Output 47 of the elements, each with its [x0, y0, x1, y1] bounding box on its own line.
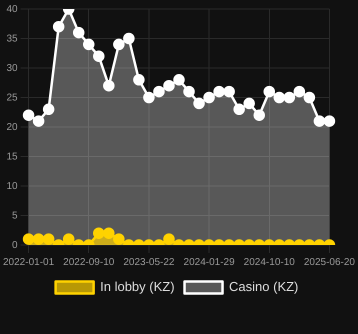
- x-tick-label: 2022-01-01: [3, 256, 55, 268]
- point: [42, 104, 54, 116]
- point: [324, 115, 336, 127]
- point: [123, 32, 135, 44]
- x-tick-label: 2023-05-22: [123, 256, 175, 268]
- x-tick-label: 2024-10-10: [244, 256, 296, 268]
- y-tick-label: 20: [6, 122, 18, 133]
- point: [223, 86, 235, 98]
- y-tick-label: 35: [6, 33, 18, 44]
- point: [72, 26, 84, 38]
- point: [93, 50, 105, 62]
- y-tick-label: 15: [6, 151, 18, 162]
- point: [22, 109, 34, 121]
- point: [82, 38, 94, 50]
- point: [314, 115, 326, 127]
- point: [103, 80, 115, 92]
- x-tick-label: 2022-09-10: [63, 256, 115, 268]
- point: [173, 74, 185, 86]
- y-tick-label: 5: [12, 210, 18, 222]
- y-tick-label: 40: [6, 4, 18, 15]
- point: [52, 20, 64, 32]
- legend-label: In lobby (KZ): [100, 279, 175, 294]
- point: [264, 86, 276, 98]
- x-tick-label: 2024-01-29: [184, 256, 236, 268]
- point: [193, 98, 205, 110]
- legend-label: Casino (KZ): [229, 279, 298, 294]
- y-tick-label: 10: [6, 180, 18, 192]
- point: [253, 109, 265, 121]
- point: [183, 86, 195, 98]
- x-tick-label: 2025-06-20: [304, 256, 356, 268]
- point: [143, 92, 155, 104]
- point: [113, 38, 125, 50]
- point: [274, 92, 286, 104]
- point: [153, 86, 165, 98]
- point: [294, 86, 306, 98]
- point: [203, 92, 215, 104]
- point: [213, 86, 225, 98]
- point: [284, 92, 296, 104]
- point: [133, 74, 145, 86]
- point: [32, 115, 44, 127]
- y-tick-label: 30: [6, 62, 18, 74]
- y-tick-label: 0: [12, 240, 18, 251]
- point: [243, 98, 255, 110]
- point: [233, 104, 245, 116]
- y-tick-label: 25: [6, 92, 18, 104]
- point: [304, 92, 316, 104]
- point: [163, 80, 175, 92]
